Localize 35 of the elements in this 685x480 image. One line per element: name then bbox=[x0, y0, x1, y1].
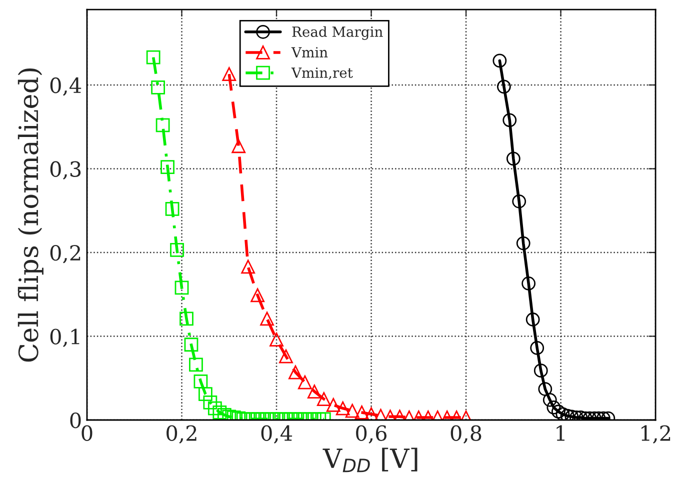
y-tick-label: 0,4 bbox=[50, 77, 82, 96]
x-tick-label: 0,6 bbox=[356, 425, 387, 444]
x-tick-label: 1 bbox=[556, 425, 564, 441]
point bbox=[146, 50, 160, 64]
legend-label: Vmin bbox=[291, 47, 328, 58]
point bbox=[512, 194, 526, 208]
point bbox=[170, 243, 184, 257]
x-tick-label: 0 bbox=[82, 425, 92, 441]
point bbox=[492, 54, 507, 68]
legend-label: Vmin,ret bbox=[291, 68, 353, 80]
point bbox=[232, 139, 246, 154]
point bbox=[156, 118, 170, 132]
point bbox=[151, 80, 166, 94]
point bbox=[502, 113, 517, 128]
point bbox=[506, 152, 520, 166]
point bbox=[522, 276, 536, 290]
point bbox=[174, 280, 189, 295]
x-tick-label: 0,2 bbox=[166, 425, 196, 444]
point bbox=[241, 260, 256, 274]
x-tick-label: 1,2 bbox=[642, 425, 670, 444]
y-axis-title: Cell flips (normalized) bbox=[18, 68, 44, 362]
point bbox=[250, 288, 265, 302]
legend-label: Read Margin bbox=[292, 26, 383, 40]
y-tick-label: 0,3 bbox=[50, 161, 81, 180]
point bbox=[165, 202, 180, 216]
x-tick-label: 0,4 bbox=[261, 425, 292, 444]
x-tick-label: 0,8 bbox=[450, 425, 482, 444]
y-tick-label: 0,1 bbox=[50, 328, 80, 347]
y-tick-label: 0 bbox=[70, 412, 81, 428]
point bbox=[496, 80, 511, 94]
point bbox=[160, 160, 174, 174]
y-tick-label: 0,2 bbox=[50, 244, 80, 264]
point bbox=[222, 67, 236, 82]
x-axis-title: V$_{DD}$ [V] bbox=[322, 448, 418, 472]
point bbox=[516, 236, 530, 250]
